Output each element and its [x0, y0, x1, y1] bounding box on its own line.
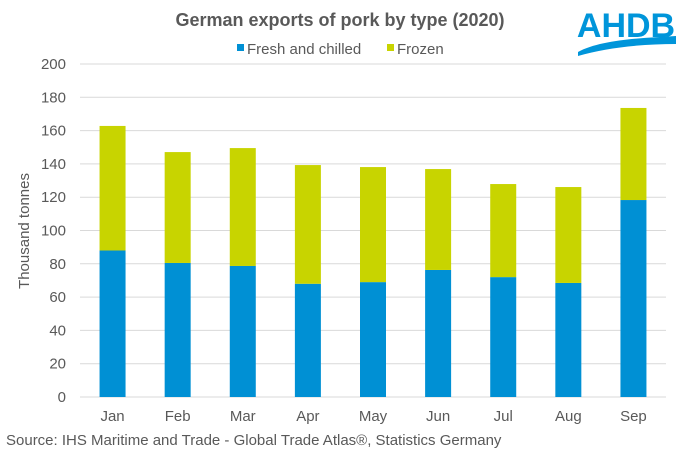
- bar-fresh-jul: [490, 277, 517, 397]
- x-tick-label: Feb: [165, 408, 191, 425]
- x-tick-label: Aug: [555, 408, 582, 425]
- x-tick-labels: Jan Feb Mar Apr May Jun Jul Aug Sep: [100, 408, 646, 425]
- logo-wave-icon: [578, 36, 676, 56]
- bar-fresh-mar: [229, 265, 256, 397]
- y-tick-label: 60: [49, 289, 66, 306]
- x-tick-label: Apr: [296, 408, 319, 425]
- x-tick-label: Jul: [494, 408, 513, 425]
- y-tick-label: 140: [41, 156, 66, 173]
- bar-fresh-aug: [555, 282, 582, 397]
- bar-fresh-may: [360, 282, 386, 397]
- bar-frozen-may: [360, 167, 386, 283]
- chart-title: German exports of pork by type (2020): [175, 10, 504, 30]
- x-tick-label: May: [359, 408, 388, 425]
- bar-frozen-feb: [164, 152, 191, 263]
- bar-frozen-sep: [620, 107, 647, 201]
- y-tick-label: 0: [58, 389, 66, 406]
- bar-fresh-jun: [425, 269, 452, 397]
- bar-frozen-jun: [425, 169, 452, 270]
- bar-frozen-apr: [294, 165, 321, 284]
- x-tick-label: Mar: [230, 408, 256, 425]
- y-tick-label: 120: [41, 189, 66, 206]
- y-tick-label: 20: [49, 356, 66, 373]
- x-tick-label: Sep: [620, 408, 647, 425]
- bar-fresh-sep: [620, 200, 647, 397]
- y-tick-labels: 0 20 40 60 80 100 120 140 160 180 200: [41, 56, 66, 406]
- y-tick-label: 200: [41, 56, 66, 73]
- bar-frozen-mar: [229, 148, 256, 266]
- legend-label-frozen: Frozen: [397, 41, 444, 58]
- bars: [99, 107, 647, 397]
- y-tick-label: 100: [41, 223, 66, 240]
- bar-frozen-aug: [555, 187, 582, 283]
- bar-fresh-feb: [164, 262, 191, 397]
- bar-fresh-apr: [294, 283, 321, 397]
- source-note: Source: IHS Maritime and Trade - Global …: [6, 432, 502, 449]
- x-tick-label: Jun: [426, 408, 450, 425]
- legend-label-fresh: Fresh and chilled: [247, 41, 361, 58]
- y-tick-label: 160: [41, 123, 66, 140]
- y-tick-label: 40: [49, 322, 66, 339]
- legend: Fresh and chilled Frozen: [237, 41, 444, 58]
- legend-swatch-frozen: [387, 44, 394, 51]
- bar-frozen-jul: [490, 184, 517, 278]
- y-axis-label: Thousand tonnes: [16, 173, 33, 289]
- y-tick-label: 180: [41, 89, 66, 106]
- bar-frozen-jan: [99, 125, 126, 251]
- ahdb-logo: AHDB: [577, 7, 676, 56]
- bar-fresh-jan: [99, 250, 126, 397]
- x-tick-label: Jan: [100, 408, 124, 425]
- y-tick-label: 80: [49, 256, 66, 273]
- legend-swatch-fresh: [237, 44, 244, 51]
